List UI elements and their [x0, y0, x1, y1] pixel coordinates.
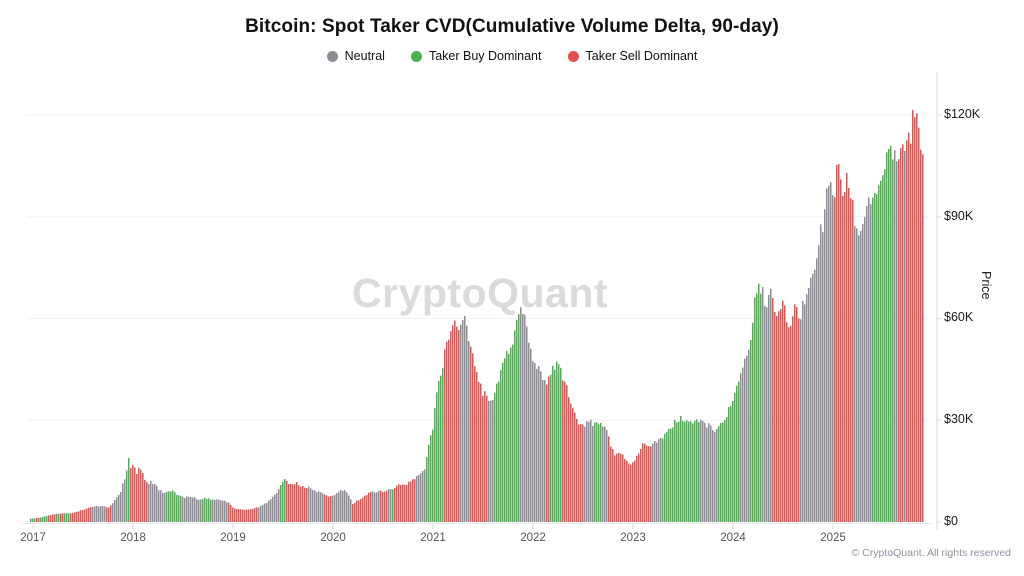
- x-tick-2018: 2018: [120, 532, 146, 544]
- copyright-footer: © CryptoQuant. All rights reserved: [851, 547, 1011, 559]
- cryptoquant-watermark: CryptoQuant: [352, 270, 609, 316]
- chart-title: Bitcoin: Spot Taker CVD(Cumulative Volum…: [245, 16, 779, 37]
- y-tick-60: $60K: [944, 310, 974, 325]
- taker-buy-dot-icon: [410, 50, 422, 62]
- x-tick-2019: 2019: [220, 532, 246, 544]
- y-tick-90: $90K: [944, 208, 974, 223]
- x-tick-2024: 2024: [720, 532, 746, 544]
- x-tick-2025: 2025: [820, 532, 846, 544]
- legend: Neutral Taker Buy Dominant Taker Sell Do…: [0, 49, 1024, 63]
- legend-item-taker-sell[interactable]: Taker Sell Dominant: [567, 49, 698, 63]
- legend-label-taker-sell: Taker Sell Dominant: [585, 49, 698, 63]
- legend-item-taker-buy[interactable]: Taker Buy Dominant: [410, 49, 542, 63]
- y-tick-0: $0: [944, 514, 958, 528]
- x-tick-2022: 2022: [520, 532, 546, 544]
- legend-label-taker-buy: Taker Buy Dominant: [428, 49, 542, 63]
- x-tick-2020: 2020: [320, 532, 346, 544]
- y-axis-title: Price: [979, 271, 993, 300]
- y-tick-120: $120K: [944, 106, 981, 121]
- neutral-dot-icon: [326, 50, 338, 62]
- taker-sell-dot-icon: [567, 50, 579, 62]
- x-tick-2017: 2017: [20, 532, 46, 544]
- legend-item-neutral[interactable]: Neutral: [326, 49, 385, 63]
- legend-label-neutral: Neutral: [344, 49, 385, 63]
- y-tick-30: $30K: [944, 412, 974, 427]
- x-tick-2023: 2023: [620, 532, 646, 544]
- price-bars: [30, 109, 924, 523]
- x-tick-2021: 2021: [420, 532, 446, 544]
